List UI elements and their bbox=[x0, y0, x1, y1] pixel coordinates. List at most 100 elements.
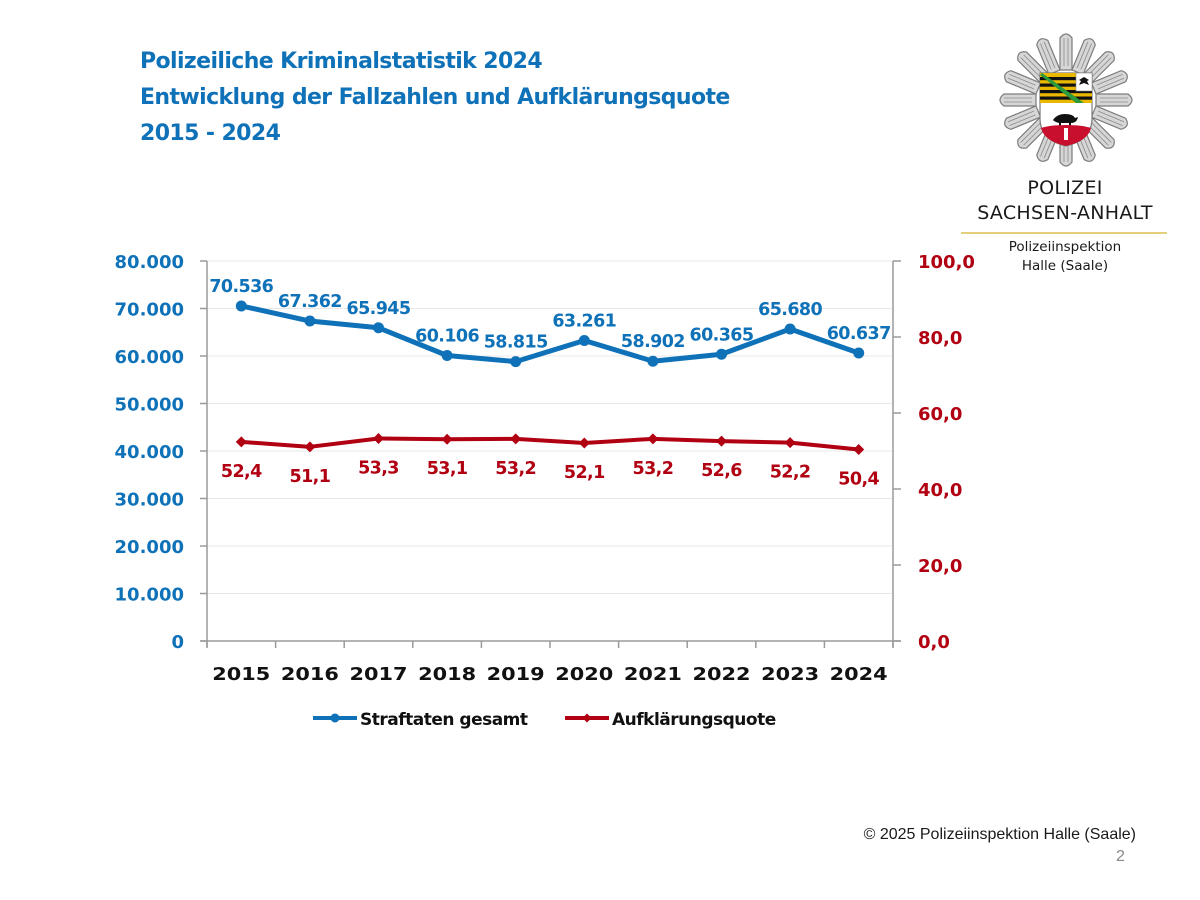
x-tick-label: 2022 bbox=[693, 664, 751, 685]
series-line-aufklaerungsquote bbox=[241, 436, 859, 452]
star-ray bbox=[999, 93, 1037, 107]
x-tick-label: 2021 bbox=[624, 664, 682, 685]
star-ray-line bbox=[1088, 125, 1109, 146]
axes: 0 10.000 20.000 30.000 40.000 50.000 60.000 70.… bbox=[115, 252, 975, 685]
star-ray-line bbox=[1007, 110, 1034, 123]
legend: Straftaten gesamt Aufklärungsquote bbox=[313, 710, 776, 730]
data-label: 63.261 bbox=[552, 312, 616, 332]
star-ray-line bbox=[1076, 41, 1089, 68]
legend-label: Straftaten gesamt bbox=[360, 710, 528, 730]
star-ray-line bbox=[1091, 57, 1112, 78]
y-left-tick-label: 10.000 bbox=[115, 585, 184, 606]
star-ray bbox=[1059, 33, 1073, 71]
data-point bbox=[716, 348, 727, 360]
data-point bbox=[578, 437, 590, 449]
data-label: 50,4 bbox=[838, 469, 879, 489]
data-point bbox=[784, 323, 796, 335]
y-left-tick-label: 30.000 bbox=[115, 490, 184, 511]
title-line-3: 2015 - 2024 bbox=[140, 121, 281, 146]
star-ray-line bbox=[1009, 74, 1036, 86]
data-label: 70.536 bbox=[209, 277, 273, 297]
legend-item-straftaten: Straftaten gesamt bbox=[313, 710, 528, 730]
star-ray-line bbox=[1098, 110, 1125, 123]
y-right-tick-label: 40,0 bbox=[918, 480, 962, 501]
star-ray-shape bbox=[999, 93, 1037, 107]
data-label: 60.106 bbox=[415, 326, 479, 346]
page-number: 2 bbox=[1116, 848, 1125, 865]
copyright-footer: © 2025 Polizeiinspektion Halle (Saale) bbox=[863, 826, 1136, 843]
data-point bbox=[853, 443, 865, 455]
data-point bbox=[373, 432, 384, 444]
data-point bbox=[235, 300, 247, 312]
star-ray bbox=[1095, 93, 1133, 107]
data-point bbox=[304, 441, 316, 453]
logo-subtitle: Polizeiinspektion Halle (Saale) bbox=[960, 238, 1170, 276]
slide-title: Polizeiliche Kriminalstatistik 2024 Entw… bbox=[140, 44, 730, 152]
data-label: 67.362 bbox=[278, 292, 342, 312]
star-ray bbox=[1090, 105, 1128, 130]
data-label: 53,2 bbox=[495, 459, 536, 479]
star-ray bbox=[1071, 38, 1096, 76]
y-left-tick-label: 20.000 bbox=[115, 537, 184, 558]
star-ray-line bbox=[1020, 122, 1041, 143]
star-ray-shape bbox=[1059, 33, 1073, 71]
data-point bbox=[853, 347, 865, 359]
data-label: 60.637 bbox=[827, 324, 891, 344]
y-left-tick-label: 60.000 bbox=[115, 347, 184, 368]
data-label: 52,1 bbox=[564, 463, 605, 483]
y-right-tick-label: 0,0 bbox=[918, 632, 950, 653]
y-left-tick-label: 80.000 bbox=[115, 252, 184, 273]
data-label: 53,1 bbox=[427, 459, 468, 479]
star-ray-line bbox=[1096, 74, 1123, 86]
star-ray bbox=[1036, 38, 1061, 76]
star-ray bbox=[1004, 105, 1042, 130]
data-point bbox=[510, 356, 522, 368]
star-ray-line bbox=[1040, 43, 1052, 70]
data-point bbox=[647, 355, 659, 367]
star-ray-shape bbox=[1095, 93, 1133, 107]
data-label: 53,2 bbox=[633, 459, 674, 479]
logo-line-2: SACHSEN-ANHALT bbox=[977, 202, 1153, 224]
data-label: 51,1 bbox=[290, 467, 331, 487]
gridlines bbox=[207, 260, 893, 594]
star-ray-line bbox=[1080, 43, 1092, 70]
x-tick-label: 2020 bbox=[555, 664, 613, 685]
x-tick-label: 2016 bbox=[281, 664, 339, 685]
star-ray bbox=[1090, 70, 1128, 95]
star-ray-line bbox=[1020, 57, 1041, 78]
legend-label: Aufklärungsquote bbox=[612, 710, 776, 730]
star-ray-line bbox=[1007, 77, 1034, 90]
y-left-tick-label: 70.000 bbox=[115, 300, 184, 321]
star-ray-line bbox=[1091, 122, 1112, 143]
star-ray-line bbox=[1096, 114, 1123, 126]
data-point bbox=[647, 433, 659, 445]
legend-marker bbox=[330, 713, 340, 723]
logo-sub-2: Halle (Saale) bbox=[1021, 258, 1109, 274]
x-tick-label: 2024 bbox=[830, 664, 888, 685]
data-label: 65.945 bbox=[347, 299, 411, 319]
data-label: 60.365 bbox=[690, 325, 754, 345]
y-right-tick-label: 20,0 bbox=[918, 556, 962, 577]
title-line-2: Entwicklung der Fallzahlen und Aufklärun… bbox=[140, 85, 730, 110]
legend-marker bbox=[582, 713, 592, 723]
data-label: 52,6 bbox=[701, 461, 742, 481]
star-ray-line bbox=[1023, 125, 1044, 146]
series-line-straftaten bbox=[240, 303, 860, 365]
data-point bbox=[304, 315, 316, 327]
star-ray-line bbox=[1098, 77, 1125, 90]
x-tick-label: 2017 bbox=[350, 664, 408, 685]
data-point bbox=[373, 322, 384, 334]
logo-wordmark: POLIZEI SACHSEN-ANHALT bbox=[960, 176, 1170, 226]
data-point bbox=[784, 437, 796, 449]
data-point bbox=[235, 436, 247, 448]
series bbox=[235, 300, 865, 455]
star-ray bbox=[1004, 70, 1042, 95]
data-point bbox=[441, 349, 453, 361]
star-ray-line bbox=[1023, 54, 1044, 75]
x-tick-label: 2019 bbox=[487, 664, 545, 685]
logo-line-1: POLIZEI bbox=[1027, 177, 1103, 199]
x-tick-label: 2018 bbox=[418, 664, 476, 685]
y-left-tick-label: 40.000 bbox=[115, 442, 184, 463]
star-ray-line bbox=[1009, 114, 1036, 126]
data-label: 58.902 bbox=[621, 332, 685, 352]
